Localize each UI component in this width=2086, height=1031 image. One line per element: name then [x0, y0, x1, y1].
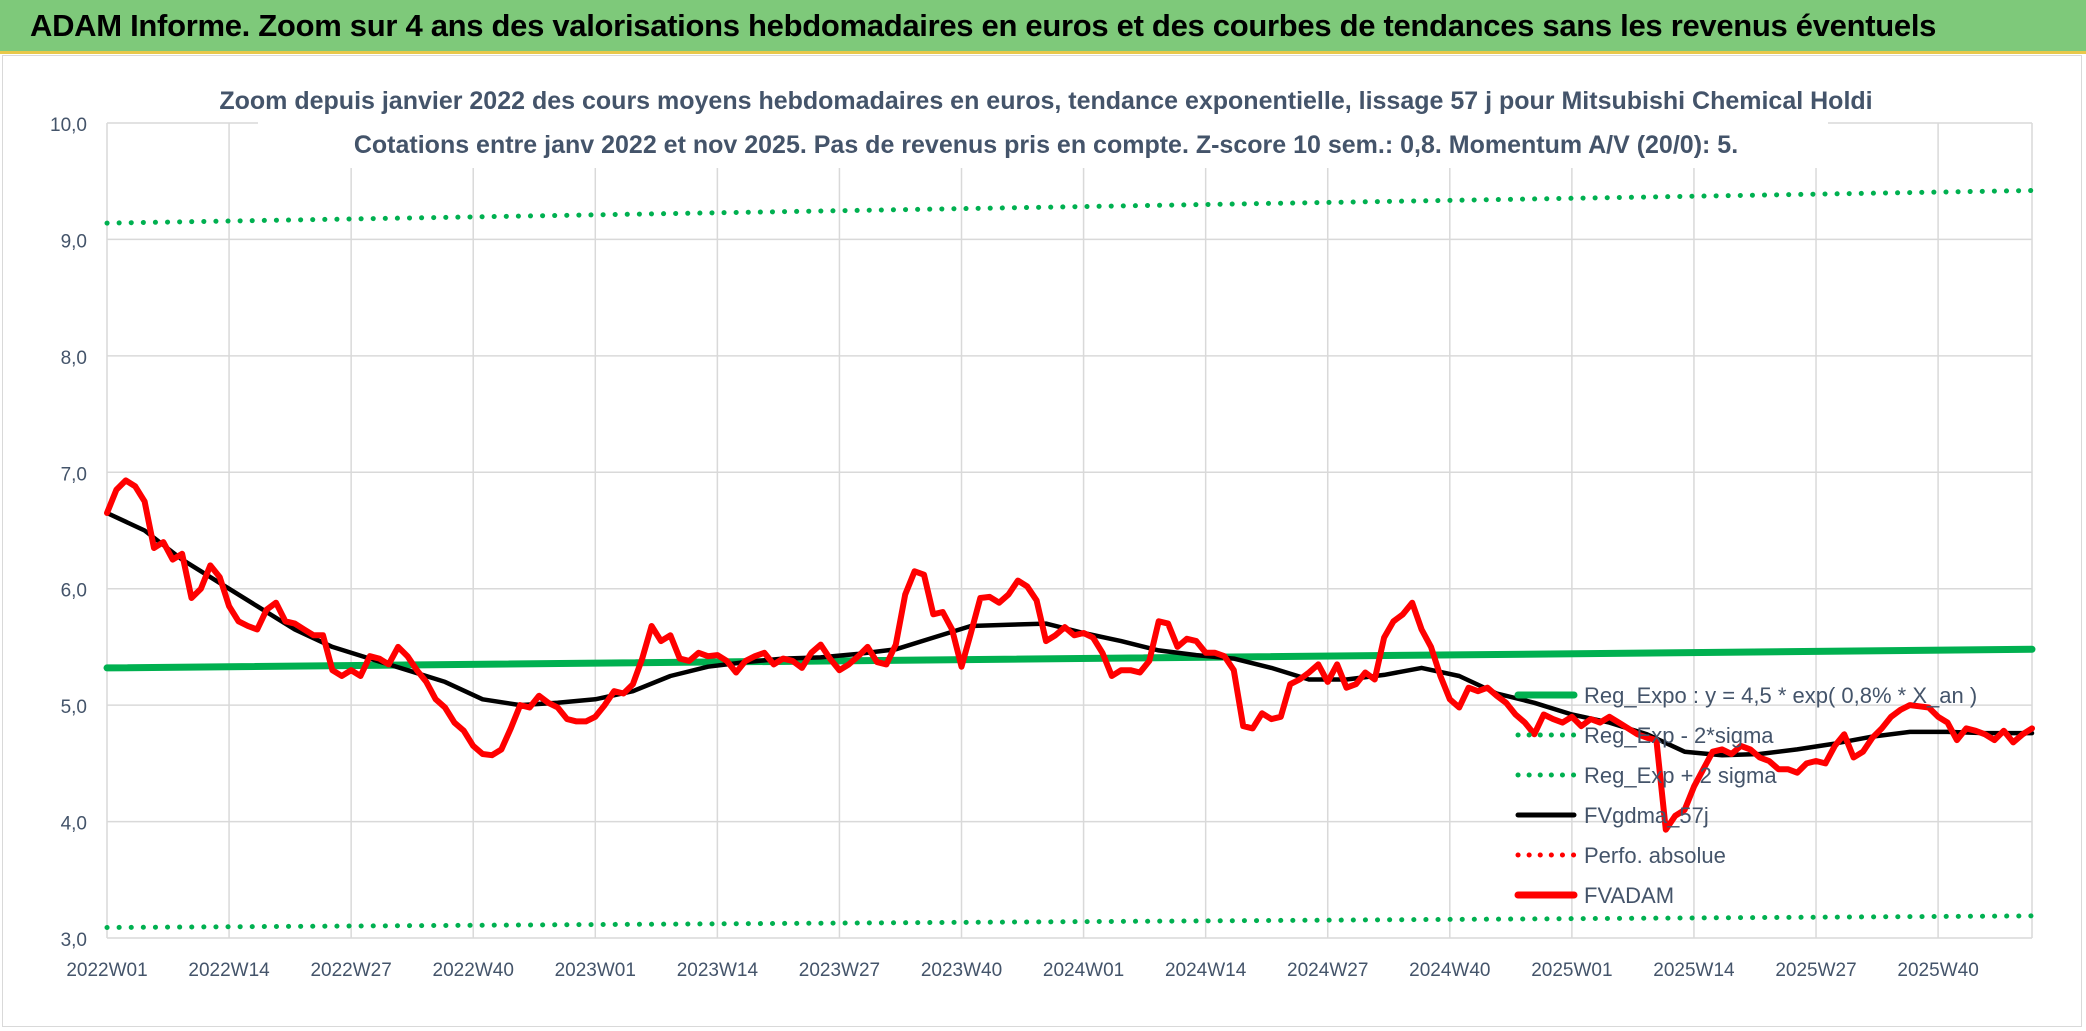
legend-label: Reg_Exp + 2 sigma: [1584, 763, 1777, 788]
chart-series: [103, 188, 2036, 930]
x-tick-label: 2025W14: [1653, 960, 1735, 981]
y-tick-label: 8,0: [61, 348, 87, 369]
y-tick-label: 10,0: [50, 115, 87, 136]
title-background: [258, 78, 1828, 168]
x-tick-label: 2025W27: [1775, 960, 1856, 981]
chart-title-line2: Cotations entre janv 2022 et nov 2025. P…: [354, 131, 1738, 159]
series-line-reg-expo: [103, 645, 2036, 672]
chart-titles: Zoom depuis janvier 2022 des cours moyen…: [219, 78, 1873, 168]
x-tick-label: 2024W01: [1043, 960, 1124, 981]
y-axis-ticks: 3,0 4,0 5,0 6,0 7,0 8,0 9,0 10,0: [50, 115, 87, 951]
series-line-reg-exp: [104, 188, 2035, 226]
x-tick-label: 2024W40: [1409, 960, 1490, 981]
chart-grid: [106, 122, 2033, 939]
y-tick-label: 3,0: [61, 930, 87, 951]
x-tick-label: 2025W40: [1897, 960, 1978, 981]
y-tick-label: 9,0: [61, 231, 87, 252]
series-line-fvadam: [104, 477, 2035, 833]
legend-label: FVADAM: [1584, 883, 1674, 908]
x-tick-label: 2023W27: [799, 960, 880, 981]
y-tick-label: 6,0: [61, 581, 87, 602]
chart-frame: [2, 55, 2082, 1027]
page-title: ADAM Informe. Zoom sur 4 ans des valoris…: [30, 8, 1937, 43]
chart-title-line1: Zoom depuis janvier 2022 des cours moyen…: [219, 87, 1872, 115]
x-tick-label: 2024W14: [1165, 960, 1247, 981]
legend-label: Perfo. absolue: [1584, 843, 1726, 868]
x-tick-label: 2025W01: [1531, 960, 1612, 981]
legend-label: Reg_Expo : y = 4,5 * exp( 0,8% * X_an ): [1584, 683, 1977, 708]
x-tick-label: 2022W40: [433, 960, 514, 981]
header-banner: ADAM Informe. Zoom sur 4 ans des valoris…: [0, 0, 2086, 54]
x-tick-label: 2023W14: [677, 960, 759, 981]
x-tick-label: 2022W27: [310, 960, 391, 981]
legend-label: FVgdma_57j: [1584, 803, 1709, 828]
y-tick-label: 4,0: [61, 814, 87, 835]
y-tick-label: 5,0: [61, 697, 87, 718]
x-tick-label: 2023W01: [555, 960, 636, 981]
x-axis-ticks: 2022W01 2022W14 2022W27 2022W40 2023W01 2023W…: [66, 960, 1978, 981]
series-line-reg-exp: [104, 913, 2035, 930]
x-tick-label: 2024W27: [1287, 960, 1368, 981]
x-tick-label: 2022W14: [188, 960, 270, 981]
x-tick-label: 2022W01: [66, 960, 147, 981]
chart-legend: Reg_Expo : y = 4,5 * exp( 0,8% * X_an ) R…: [1514, 683, 1977, 908]
y-tick-label: 7,0: [61, 464, 87, 485]
legend-label: Reg_Exp - 2*sigma: [1584, 723, 1774, 748]
x-tick-label: 2023W40: [921, 960, 1002, 981]
